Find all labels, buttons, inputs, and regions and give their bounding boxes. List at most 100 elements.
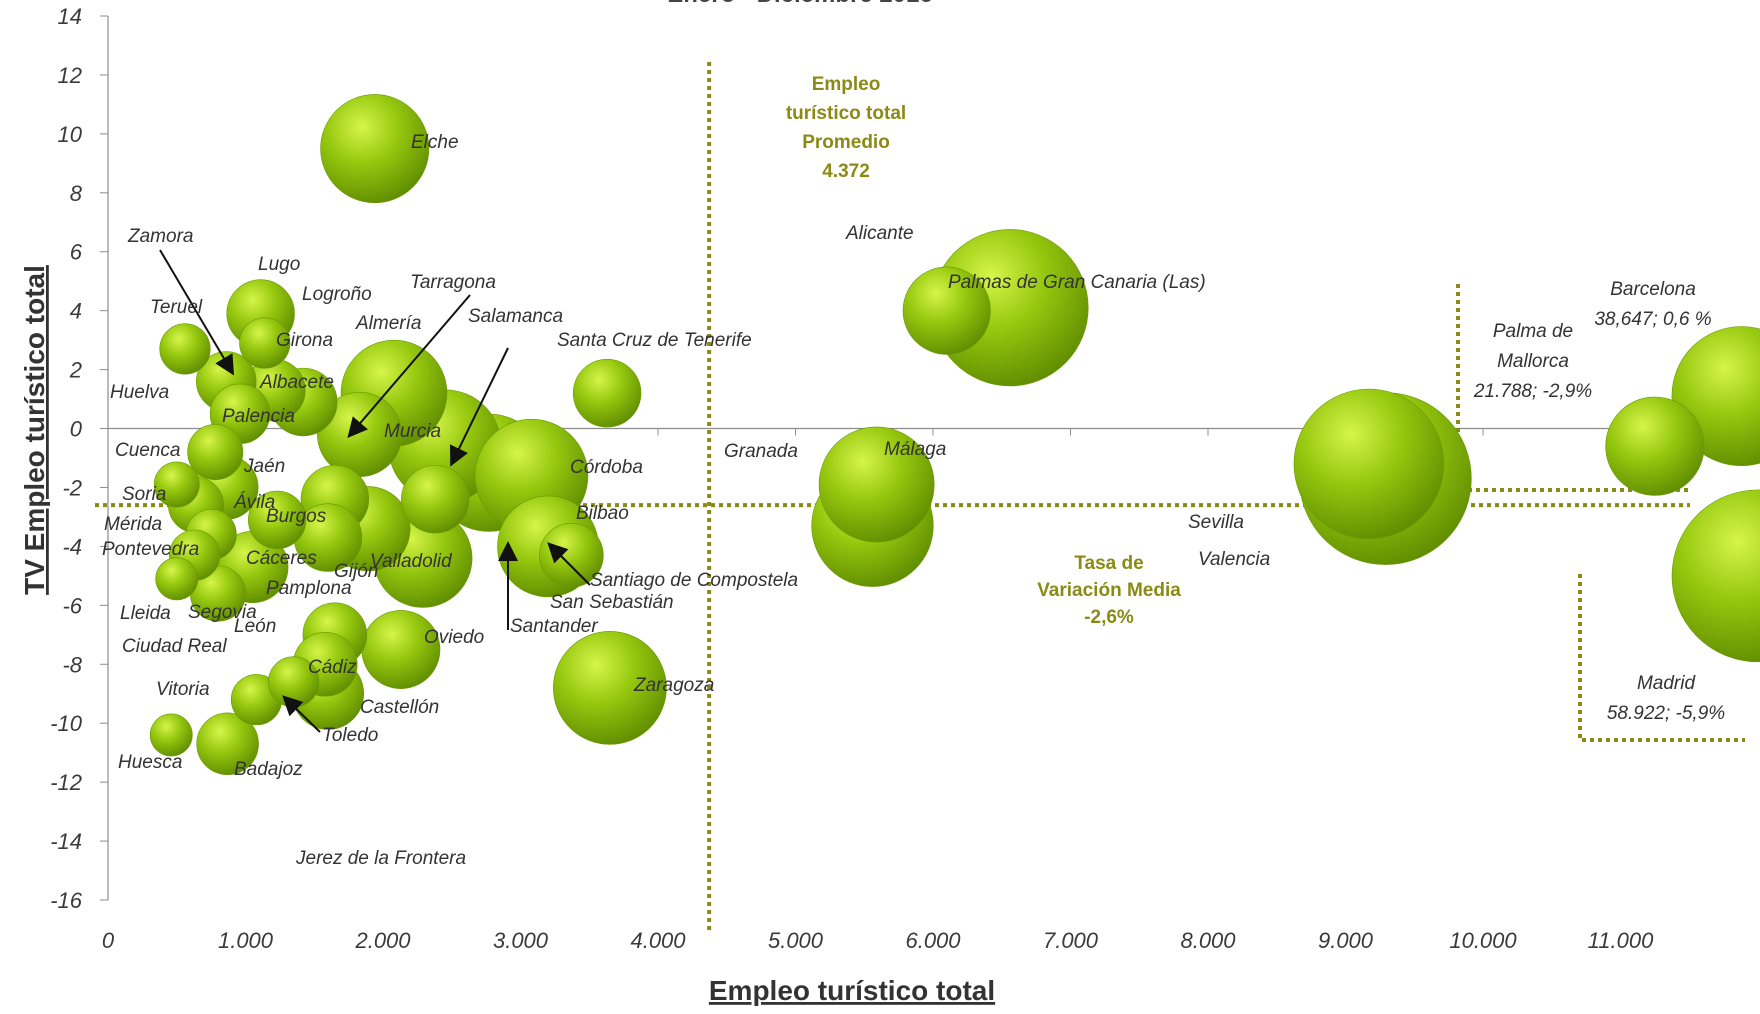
bubble-lleida [155,557,199,601]
mean-x-annotation: Promedio [802,132,890,153]
label-segovia: Segovia [188,602,257,623]
salamanca-arrow [450,347,509,467]
y-tick-label: 10 [58,122,83,147]
palma-callout: Palma de [1493,321,1573,342]
bubble-elche [320,94,430,204]
label-badajoz: Badajoz [234,759,303,780]
label-córdoba: Córdoba [570,457,643,478]
y-tick-label: 8 [70,181,83,206]
label-valladolid: Valladolid [370,551,453,572]
label-murcia: Murcia [384,421,441,442]
x-tick-label: 9.000 [1318,928,1374,953]
label-pamplona: Pamplona [266,578,352,599]
label-santa-cruz-de-tenerife: Santa Cruz de Tenerife [557,330,752,351]
x-tick-label: 11.000 [1588,928,1654,953]
bubble-valencia [1293,388,1445,540]
bubble-vitoria [149,713,193,757]
mean-x-annotation: 4.372 [822,161,870,182]
label-palmas-de-gran-canaria-las-: Palmas de Gran Canaria (Las) [948,272,1206,293]
bubble-málaga [818,426,935,543]
bubble-palma-de-mallorca [1605,396,1705,496]
chart-title: Enero - Diciembre 2016 [667,0,932,8]
label-pontevedra: Pontevedra [102,539,199,560]
bubble-cuenca [153,461,200,508]
y-tick-label: 14 [58,4,82,29]
label-teruel: Teruel [150,297,203,318]
madrid-callout: Madrid [1637,673,1697,694]
y-axis-title: TV Empleo turístico total [19,265,50,595]
bubbles [149,94,1760,776]
barcelona-callout: 38,647; 0,6 % [1594,309,1711,330]
label-palencia: Palencia [222,406,295,427]
santiago-arrow [547,542,591,586]
label-cáceres: Cáceres [246,548,317,569]
y-tick-label: -8 [62,652,82,677]
madrid-bracket [1578,574,1745,742]
label-soria: Soria [122,484,166,505]
x-tick-label: 2.000 [354,928,411,953]
label-oviedo: Oviedo [424,627,484,648]
label-elche: Elche [411,132,459,153]
label-santander: Santander [510,616,598,637]
bubble-ávila [248,490,307,549]
label-lugo: Lugo [258,254,300,275]
x-tick-label: 1.000 [218,928,274,953]
label-ciudad-real: Ciudad Real [122,636,227,657]
label-sevilla: Sevilla [1188,512,1244,533]
label-salamanca: Salamanca [468,306,563,327]
label-gijón: Gijón [334,561,378,582]
bubble-zaragoza [553,631,667,745]
bubble-santiago-de-compostela [401,465,470,534]
label-lleida: Lleida [120,603,171,624]
label-logroño: Logroño [302,284,372,305]
y-tick-label: -12 [50,770,82,795]
bubble-teruel [159,323,211,375]
axes: 14 12 10 8 6 4 2 0 -2 -4 -6 -8 -10 -12 -14 -16 0 1.000 2.0… [50,4,1758,953]
label-cádiz: Cádiz [308,657,357,678]
palma-callout: 21.788; -2,9% [1473,381,1592,402]
y-tick-label: -4 [62,534,82,559]
label-san-sebastián: San Sebastián [550,592,674,613]
mean-y-annotation: Variación Media [1037,580,1181,601]
bubble-alicante [902,266,991,355]
arrows [159,249,591,733]
label-vitoria: Vitoria [156,679,210,700]
y-tick-label: 4 [70,299,82,324]
mean-x-annotation: Empleo [812,74,881,95]
y-tick-label: 0 [70,417,83,442]
bubble-palencia [187,424,244,481]
annotations: Empleo turístico total Promedio 4.372 Tasa d… [786,74,1725,724]
mean-y-annotation: Tasa de [1074,553,1143,574]
label-burgos: Burgos [266,506,327,527]
x-tick-label: 7.000 [1043,928,1099,953]
label-almería: Almería [355,313,421,334]
label-león: León [234,616,276,637]
y-tick-label: -10 [50,711,83,736]
label-huesca: Huesca [118,752,182,773]
bubble-madrid [1671,489,1760,663]
y-tick-label: 6 [70,240,83,265]
bubble-huesca [196,712,259,776]
x-tick-label: 0 [102,928,115,953]
x-tick-label: 3.000 [493,928,549,953]
label-granada: Granada [724,441,798,462]
palma-bracket [1456,284,1690,492]
x-tick-label: 4.000 [630,928,686,953]
label-mérida: Mérida [104,514,162,535]
bubble-león [361,610,441,689]
label-albacete: Albacete [259,372,334,393]
y-tick-label: 12 [58,63,82,88]
label-alicante: Alicante [845,223,914,244]
x-tick-label: 8.000 [1180,928,1236,953]
label-zaragoza: Zaragoza [633,675,714,696]
y-tick-label: -16 [50,888,83,913]
tarragona-arrow [347,294,471,439]
label-cuenca: Cuenca [115,440,181,461]
mean-x-annotation: turístico total [786,103,906,124]
x-tick-label: 5.000 [768,928,824,953]
y-tick-label: -6 [62,593,82,618]
mean-y-annotation: -2,6% [1084,607,1134,628]
label-huelva: Huelva [110,382,169,403]
